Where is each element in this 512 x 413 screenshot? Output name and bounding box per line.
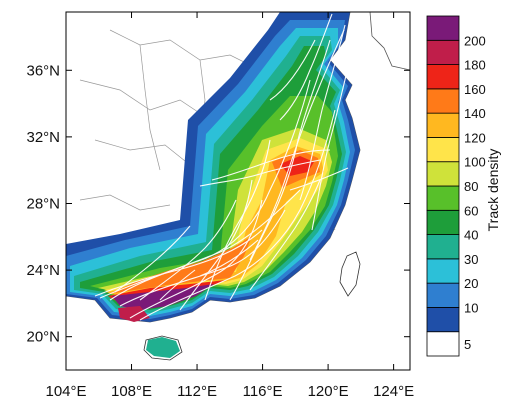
lon-tick-label: 108°E: [111, 383, 152, 400]
colorbar-level-label: 10: [464, 300, 478, 315]
colorbar-level-label: 20: [464, 276, 478, 291]
colorbar-swatch: [426, 64, 460, 90]
colorbar-level-label: 30: [464, 252, 478, 267]
colorbar-swatch: [426, 331, 460, 357]
lon-tick-label: 116°E: [243, 383, 283, 400]
colorbar-level-label: 80: [464, 179, 478, 194]
korea-peninsula: [369, 12, 410, 71]
map-frame: [65, 11, 411, 371]
colorbar-label: Track density: [485, 149, 501, 232]
colorbar-level-label: 5: [464, 337, 471, 352]
colorbar-swatch: [426, 234, 460, 260]
colorbar-level-label: 160: [464, 82, 486, 97]
lon-tick-label: 124°E: [373, 383, 414, 400]
colorbar-swatch: [426, 282, 460, 308]
density-band-140: [106, 146, 324, 300]
colorbar-swatch: [426, 307, 460, 333]
colorbar-level-label: 120: [464, 130, 486, 145]
lon-tick-label: 120°E: [308, 383, 349, 400]
lon-tick-label: 104°E: [45, 383, 86, 400]
colorbar: 5 10 20 30 40 60 80 100 120 140 160 180 200: [426, 15, 486, 357]
colorbar-level-label: 40: [464, 228, 478, 243]
colorbar-swatch: [426, 15, 460, 41]
colorbar-level-label: 180: [464, 58, 486, 73]
colorbar-swatch: [426, 258, 460, 284]
colorbar-level-label: 200: [464, 33, 486, 48]
taiwan-island: [339, 251, 361, 297]
lon-tick-label: 112°E: [177, 383, 217, 400]
colorbar-swatch: [426, 185, 460, 211]
colorbar-swatch: [426, 112, 460, 138]
lat-tick-label: 24°N: [26, 262, 60, 279]
typhoon-tracks: [94, 13, 353, 321]
colorbar-swatch: [426, 88, 460, 114]
latitude-axis: 36°N 32°N 28°N 24°N 20°N: [26, 62, 410, 346]
hainan-density: [146, 337, 180, 358]
lat-tick-label: 32°N: [26, 129, 60, 146]
colorbar-swatch: [426, 137, 460, 163]
colorbar-level-label: 60: [464, 203, 478, 218]
density-band-pink: [118, 306, 150, 322]
density-band-180: [108, 156, 314, 304]
colorbar-swatch: [426, 161, 460, 187]
colorbar-swatch: [426, 39, 460, 65]
colorbar-swatch: [426, 209, 460, 235]
lat-tick-label: 20°N: [26, 329, 60, 346]
lat-tick-label: 36°N: [26, 62, 60, 79]
colorbar-level-label: 140: [464, 106, 486, 121]
colorbar-level-label: 100: [464, 155, 486, 170]
longitude-axis: 104°E 108°E 112°E 116°E 120°E 124°E: [45, 12, 414, 400]
lat-tick-label: 28°N: [26, 195, 60, 212]
